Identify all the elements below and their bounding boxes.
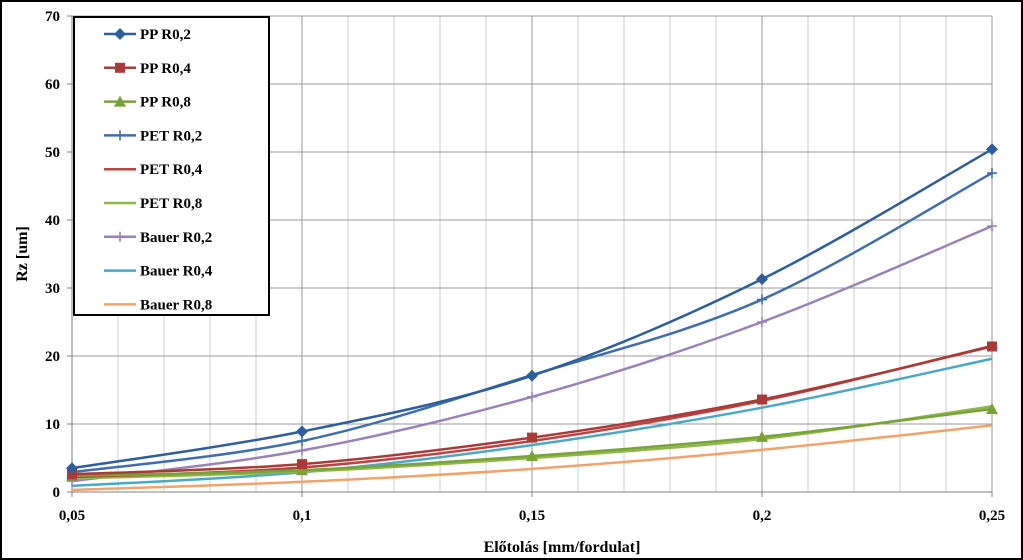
data-point	[757, 317, 767, 327]
y-tick-label: 10	[45, 417, 60, 433]
series-pp-r0-2	[66, 143, 998, 475]
legend-marker	[115, 231, 125, 242]
legend-marker	[115, 62, 125, 73]
data-point	[297, 436, 307, 446]
x-tick-label: 0,1	[293, 508, 312, 524]
y-tick-label: 0	[53, 485, 61, 501]
legend-label: PP R0,2	[140, 27, 191, 43]
data-point	[296, 464, 308, 476]
y-tick-label: 50	[45, 145, 60, 161]
data-point	[757, 294, 767, 305]
data-point	[986, 403, 998, 415]
data-point	[527, 432, 537, 443]
legend-item: PP R0,4	[104, 61, 191, 77]
data-point	[987, 221, 997, 232]
legend-label: PET R0,4	[140, 162, 203, 178]
series-line	[71, 357, 993, 488]
y-tick-label: 30	[45, 281, 60, 297]
legend-item: Bauer R0,2	[104, 230, 212, 246]
data-point	[526, 369, 538, 382]
tick-labels: 0 10 20 30 40 50 60 70 0,05 0,1 0,15 0,2 0,25	[45, 9, 1005, 524]
series-pp-r0-4	[67, 341, 997, 480]
y-tick-label: 20	[45, 349, 60, 365]
data-point	[296, 425, 308, 438]
legend: PP R0,2 PP R0,4 PP R0,8 PET R0,2 PET R0,4 PET…	[73, 16, 270, 316]
series-line	[71, 424, 993, 492]
legend-item: PET R0,4	[104, 162, 203, 178]
x-tick-label: 0,15	[519, 508, 545, 524]
legend-marker	[115, 130, 125, 141]
x-tick-label: 0,25	[979, 508, 1005, 524]
x-axis-title: Előtolás [mm/fordulat]	[484, 539, 641, 556]
data-point	[527, 391, 537, 402]
legend-item: PP R0,8	[104, 95, 191, 111]
data-point	[66, 462, 78, 475]
data-point	[986, 143, 998, 156]
legend-label: PP R0,8	[140, 95, 191, 111]
legend-marker	[114, 28, 126, 40]
y-axis-title: Rz [um]	[14, 226, 31, 282]
y-tick-label: 40	[45, 213, 60, 229]
legend-label: Bauer R0,8	[140, 297, 212, 313]
data-point	[757, 394, 767, 405]
series-bauer-r0-8	[71, 424, 993, 492]
data-point	[67, 469, 77, 480]
legend-item: PET R0,2	[104, 128, 202, 144]
legend-item: PET R0,8	[104, 196, 202, 212]
legend-label: PET R0,8	[140, 196, 202, 212]
legend-label: Bauer R0,2	[140, 230, 212, 246]
data-point	[297, 459, 307, 470]
legend-label: Bauer R0,4	[140, 264, 213, 280]
series-bauer-r0-4	[71, 357, 993, 488]
legend-label: PET R0,2	[140, 128, 202, 144]
y-tick-label: 70	[45, 9, 60, 25]
data-point	[987, 168, 997, 179]
data-point	[526, 449, 538, 461]
legend-item: Bauer R0,4	[104, 264, 213, 280]
legend-item: Bauer R0,8	[104, 297, 212, 313]
data-point	[297, 445, 307, 456]
x-tick-label: 0,05	[59, 508, 85, 524]
legend-item: PP R0,2	[104, 27, 191, 43]
series-layer	[66, 143, 998, 492]
legend-label: PP R0,4	[140, 61, 191, 77]
axes	[67, 15, 993, 497]
data-point	[987, 341, 997, 352]
data-point	[756, 273, 768, 286]
y-tick-label: 60	[45, 77, 60, 93]
x-tick-label: 0,2	[753, 508, 772, 524]
legend-marker	[114, 95, 126, 107]
data-point	[756, 430, 768, 442]
